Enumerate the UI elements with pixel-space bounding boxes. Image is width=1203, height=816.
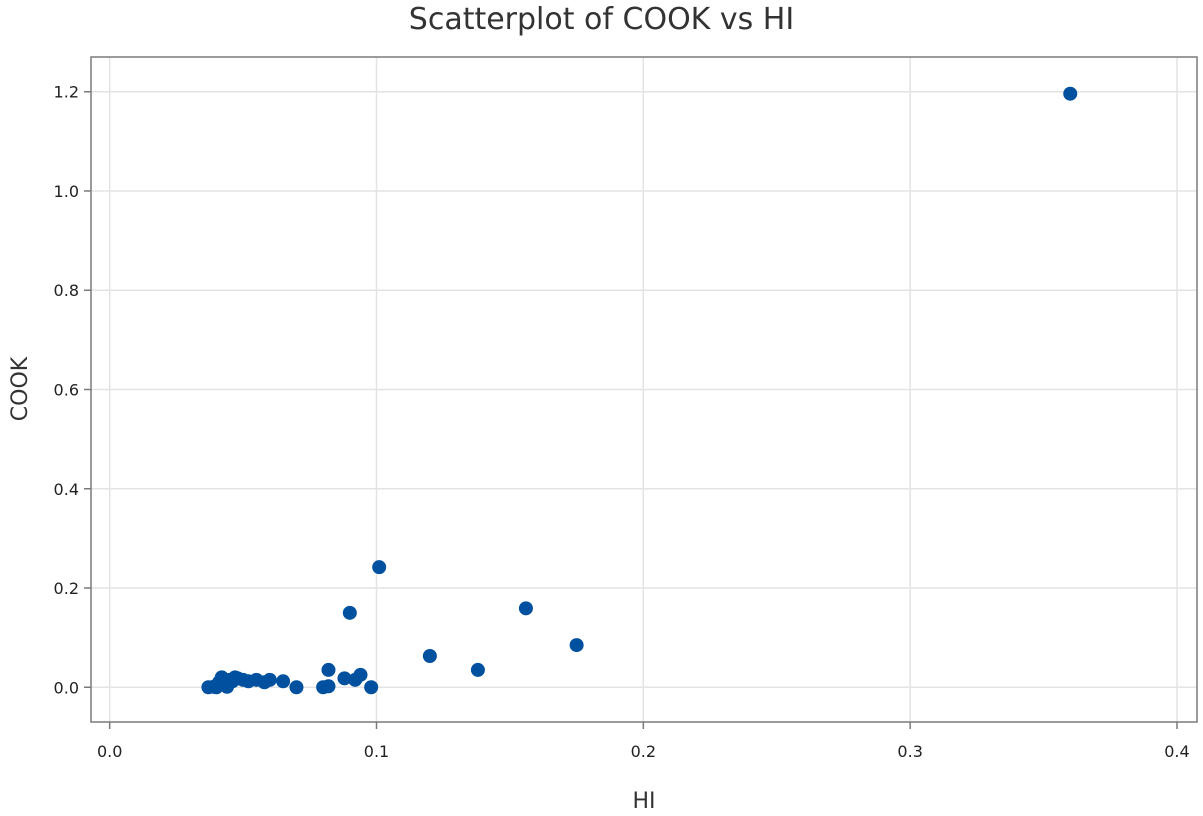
- x-tick-label: 0.3: [897, 742, 922, 761]
- y-tick-label: 0.4: [54, 480, 79, 499]
- x-tick-label: 0.4: [1164, 742, 1189, 761]
- chart-title: Scatterplot of COOK vs HI: [408, 2, 795, 37]
- data-point: [470, 662, 485, 677]
- y-tick-label: 1.2: [54, 83, 79, 102]
- x-tick-label: 0.1: [364, 742, 389, 761]
- axis-ticks: 0.0 0.1 0.2 0.3 0.4 0.0 0.2 0.4 0.6 0.8 1.0 1.2: [54, 83, 1190, 761]
- data-point: [353, 667, 368, 682]
- y-tick-label: 0.2: [54, 579, 79, 598]
- y-tick-label: 0.0: [54, 678, 79, 697]
- x-tick-label: 0.2: [631, 742, 656, 761]
- data-point: [569, 638, 584, 653]
- data-point: [276, 674, 291, 689]
- y-tick-label: 0.8: [54, 281, 79, 300]
- data-point: [337, 671, 352, 686]
- y-tick-label: 1.0: [54, 182, 79, 201]
- data-point: [364, 680, 379, 695]
- data-point: [422, 648, 437, 663]
- data-point: [289, 680, 304, 695]
- data-point: [1063, 86, 1078, 101]
- x-tick-label: 0.0: [97, 742, 122, 761]
- data-point: [321, 662, 336, 677]
- y-tick-label: 0.6: [54, 381, 79, 400]
- data-point: [518, 601, 533, 616]
- data-point: [372, 560, 387, 575]
- data-point: [342, 605, 357, 620]
- data-point: [321, 679, 336, 694]
- data-point: [262, 672, 277, 687]
- y-axis-label: COOK: [8, 356, 33, 421]
- x-axis-label: HI: [632, 789, 655, 814]
- grid-lines: [91, 57, 1197, 722]
- data-points: [201, 86, 1078, 695]
